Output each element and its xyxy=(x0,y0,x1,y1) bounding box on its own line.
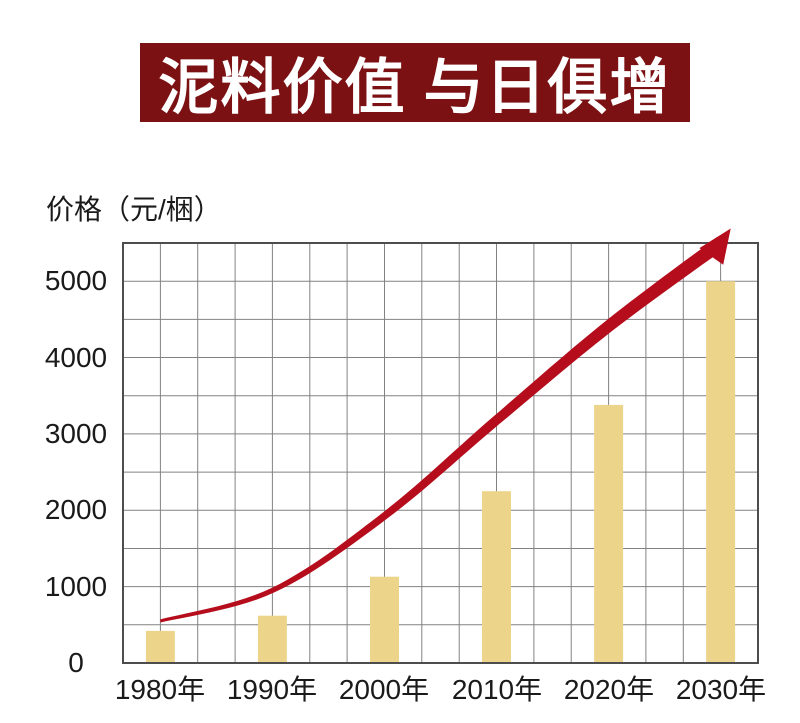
y-tick-label: 1000 xyxy=(44,571,108,602)
arrowhead-icon xyxy=(699,228,731,265)
y-axis-title: 价格（元/梱） xyxy=(46,194,222,225)
bar-2020年 xyxy=(594,404,624,663)
y-tick-label: 0 xyxy=(68,647,84,678)
title-banner: 泥料价值 与日俱增 xyxy=(140,43,690,122)
y-tick-label: 5000 xyxy=(44,265,108,296)
x-tick-label: 2000年 xyxy=(338,674,430,705)
bar-2000年 xyxy=(370,576,399,663)
x-tick-label: 2010年 xyxy=(451,674,543,705)
bar-1990年 xyxy=(257,615,287,663)
y-tick-label: 3000 xyxy=(44,418,108,449)
x-tick-label: 2030年 xyxy=(675,674,767,705)
x-tick-label: 2020年 xyxy=(563,674,655,705)
bar-2030年 xyxy=(706,281,736,663)
x-tick-label: 1990年 xyxy=(226,674,318,705)
plot-border xyxy=(122,242,759,664)
bar-2010年 xyxy=(482,491,511,663)
y-tick-label: 4000 xyxy=(44,342,108,373)
bar-1980年 xyxy=(145,630,175,663)
trend-curve xyxy=(160,237,725,623)
chart-title: 泥料价值 与日俱增 xyxy=(158,55,672,121)
y-tick-label: 2000 xyxy=(44,494,108,525)
x-tick-label: 1980年 xyxy=(114,674,206,705)
